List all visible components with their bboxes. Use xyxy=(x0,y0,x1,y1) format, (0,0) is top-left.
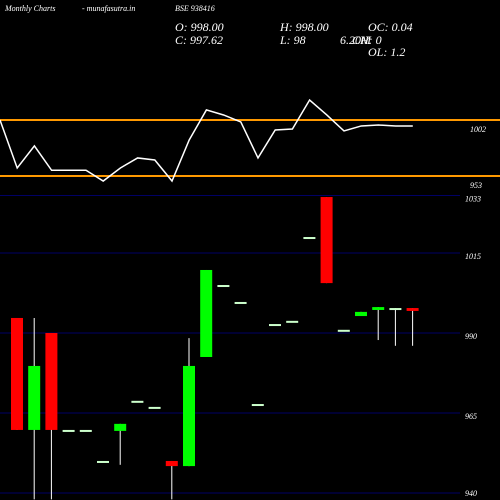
oc: OC: 0.04 xyxy=(368,20,413,34)
candle-body xyxy=(45,333,58,430)
candle-body xyxy=(286,320,299,323)
candle-body xyxy=(200,269,213,357)
candle-body xyxy=(131,400,144,403)
candle-body xyxy=(62,429,75,432)
candle-body xyxy=(234,301,247,304)
y-tick-label: 1015 xyxy=(465,252,481,261)
candle-body xyxy=(148,406,161,409)
close: C: 997.62 xyxy=(175,33,223,47)
candle-body xyxy=(355,311,367,317)
y-tick-label: 940 xyxy=(465,489,477,498)
ol: OL: 1.2 xyxy=(368,45,405,59)
candle-body xyxy=(217,285,230,288)
candle-body xyxy=(11,317,23,430)
candle-body xyxy=(406,308,419,311)
candle-body xyxy=(28,365,41,430)
open: O: 998.00 xyxy=(175,20,224,34)
y-tick-label: 1033 xyxy=(465,194,481,203)
source: - munafasutra.in xyxy=(82,4,135,13)
high: H: 998.00 xyxy=(279,20,329,34)
candle-body xyxy=(79,429,92,432)
candle-body xyxy=(183,365,195,467)
level-label: 953 xyxy=(470,181,482,190)
candle-body xyxy=(165,460,178,467)
candle-body xyxy=(389,308,402,311)
candle-body xyxy=(114,423,127,431)
candle-body xyxy=(269,324,281,327)
symbol: BSE 938416 xyxy=(175,4,215,13)
y-tick-label: 990 xyxy=(465,332,477,341)
candle-body xyxy=(97,460,109,463)
line-series xyxy=(0,98,413,183)
y-tick-label: 965 xyxy=(465,412,477,421)
candle-body xyxy=(303,237,316,240)
ch: CH: 0 xyxy=(352,33,382,47)
candle-body xyxy=(372,307,385,310)
candle-body xyxy=(337,329,350,332)
low: L: 98 xyxy=(279,33,306,47)
level-label: 1002 xyxy=(470,125,486,134)
candle-body xyxy=(251,404,264,407)
candle-body xyxy=(320,197,333,284)
volume: 6.20M xyxy=(340,33,372,47)
site: Monthly Charts xyxy=(4,4,55,13)
